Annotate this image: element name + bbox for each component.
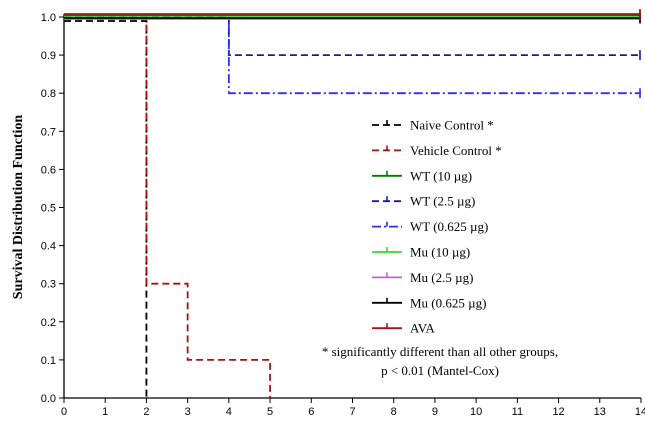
series-line-2	[64, 18, 271, 398]
y-tick-label: 0.9	[41, 50, 56, 62]
annotation-line: * significantly different than all other…	[322, 344, 558, 359]
x-tick-label: 0	[61, 406, 67, 418]
annotation-line: p < 0.01 (Mantel-Cox)	[381, 363, 499, 378]
x-tick-label: 12	[552, 406, 564, 418]
legend-label: Mu (0.625 µg)	[410, 295, 486, 310]
legend-item: WT (2.5 µg)	[372, 194, 475, 209]
y-tick-label: 0.8	[41, 88, 56, 100]
legend-label: Naive Control *	[410, 118, 494, 133]
x-tick-label: 6	[308, 406, 314, 418]
legend-item: AVA	[372, 321, 435, 336]
legend-label: Mu (2.5 µg)	[410, 270, 473, 285]
x-tick-label: 3	[185, 406, 191, 418]
x-tick-label: 4	[226, 406, 232, 418]
x-tick-label: 8	[391, 406, 397, 418]
y-tick-label: 0.6	[41, 164, 56, 176]
legend-label: WT (10 µg)	[410, 168, 472, 183]
x-tick-label: 1	[102, 406, 108, 418]
legend-label: AVA	[410, 321, 435, 336]
legend-item: Mu (2.5 µg)	[372, 270, 473, 285]
legend-item: Vehicle Control *	[372, 143, 502, 158]
y-tick-label: 0.1	[41, 355, 56, 367]
legend-label: Vehicle Control *	[410, 143, 502, 158]
y-tick-label: 0.5	[41, 203, 56, 215]
y-tick-label: 0.0	[41, 393, 56, 405]
y-axis-label: Survival Distribution Function	[11, 115, 26, 300]
x-tick-label: 9	[432, 406, 438, 418]
series-line-5	[64, 17, 641, 95]
x-tick-label: 13	[594, 406, 606, 418]
x-tick-label: 5	[267, 406, 273, 418]
x-tick-label: 14	[635, 406, 645, 418]
y-tick-label: 0.4	[41, 241, 56, 253]
x-tick-label: 10	[470, 406, 482, 418]
y-tick-label: 0.7	[41, 126, 56, 138]
series-line-1	[64, 20, 148, 398]
legend-item: Naive Control *	[372, 118, 494, 133]
legend-label: Mu (10 µg)	[410, 245, 470, 260]
axes: 0 1 2 3 4 5 6 7 8 9 10 11 12 13 140.00.10.20.30.40.50.…	[41, 12, 645, 418]
x-tick-label: 11	[512, 406, 523, 418]
y-tick-label: 0.3	[41, 279, 56, 291]
y-tick-label: 0.2	[41, 317, 56, 329]
legend: Naive Control * Vehicle Control * WT (10 µ…	[372, 118, 502, 336]
legend-item: WT (0.625 µg)	[372, 219, 488, 234]
series-line-4	[64, 16, 641, 56]
y-tick-label: 1.0	[41, 12, 56, 24]
legend-label: WT (0.625 µg)	[410, 219, 488, 234]
legend-item: Mu (10 µg)	[372, 245, 470, 260]
legend-label: WT (2.5 µg)	[410, 194, 475, 209]
series-lines	[64, 9, 641, 398]
annotation-note: * significantly different than all other…	[322, 344, 558, 378]
legend-item: Mu (0.625 µg)	[372, 295, 486, 310]
x-tick-label: 7	[349, 406, 355, 418]
x-tick-label: 2	[143, 406, 149, 418]
legend-item: WT (10 µg)	[372, 168, 472, 183]
